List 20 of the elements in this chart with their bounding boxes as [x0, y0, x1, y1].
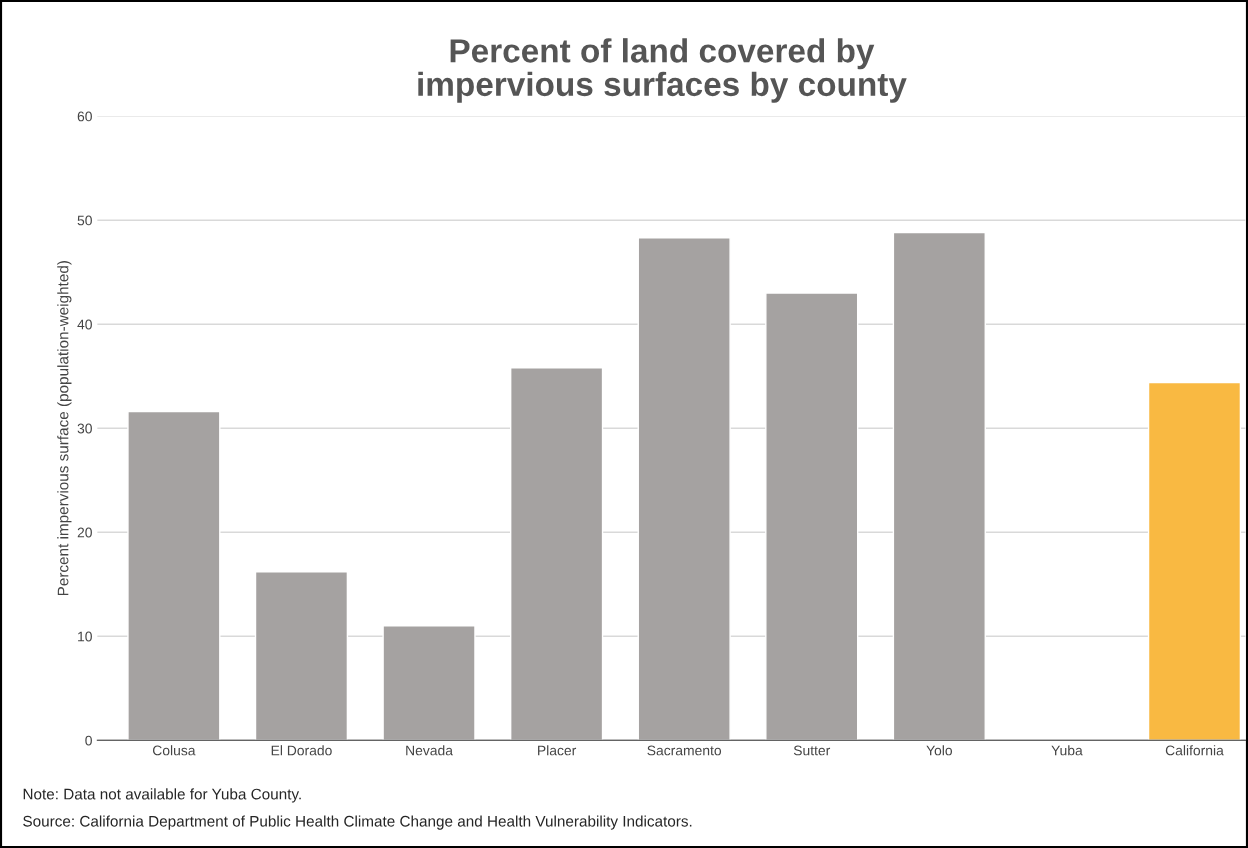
- x-tick-label: Yolo: [926, 745, 953, 756]
- y-tick-label: 60: [77, 111, 92, 122]
- x-tick-label: Nevada: [406, 745, 453, 756]
- x-tick-label: Sutter: [793, 745, 831, 756]
- y-axis-title: Percent impervious surface (population-weighted): [57, 261, 72, 596]
- chart-title: Percent of land covered by impervious surfaces by county: [418, 38, 907, 103]
- text: Note: Data not available for Yuba County.: [23, 788, 301, 803]
- y-tick-label: 10: [78, 631, 92, 642]
- x-tick-label: Yuba: [1051, 745, 1083, 756]
- y-tick-label: 40: [77, 319, 92, 330]
- y-tick-label: 30: [77, 423, 92, 434]
- x-tick-label: El Dorado: [271, 745, 332, 756]
- y-tick-label: 50: [77, 215, 92, 226]
- x-tick-label: Colusa: [152, 745, 196, 756]
- x-tick-label: Placer: [538, 745, 577, 756]
- x-tick-label: Sacramento: [647, 745, 722, 756]
- y-tick-label: 20: [77, 527, 92, 538]
- y-tick-label: 0: [85, 735, 92, 746]
- x-tick-label: California: [1165, 745, 1224, 756]
- source-note: Source: California Department of Public Health Climate Change and Health Vulnerability Indicators.: [23, 815, 692, 830]
